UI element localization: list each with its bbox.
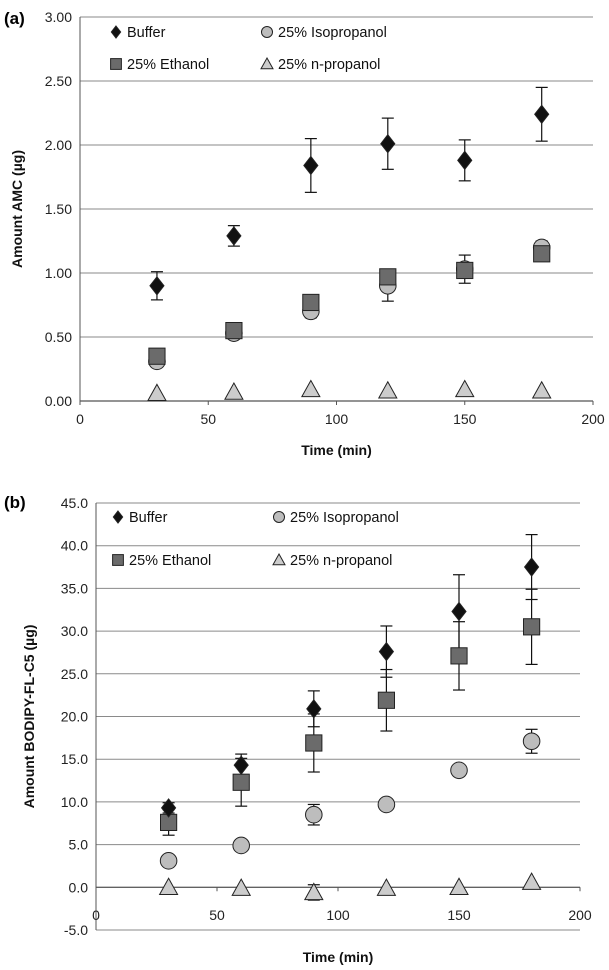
data-point-buffer xyxy=(378,641,395,662)
data-point-25-ethanol xyxy=(302,293,320,312)
y-tick-label: 15.0 xyxy=(61,751,88,767)
data-point-25-isopropanol xyxy=(159,852,178,870)
chart-panel-a: 0.00 0.50 1.00 1.50 2.00 2.50 3.00 0 50 100 150 200… xyxy=(0,0,609,480)
data-point-25-isopropanol xyxy=(450,761,468,780)
legend-label: Buffer xyxy=(127,25,166,41)
data-point-25-n-propanol xyxy=(377,380,398,399)
data-point-25-ethanol xyxy=(456,261,474,280)
legend-marker xyxy=(112,510,124,524)
x-axis-title: Time (min) xyxy=(303,949,374,965)
data-point-buffer xyxy=(233,755,249,775)
panel-label: (b) xyxy=(4,493,26,512)
data-point-25-ethanol xyxy=(232,773,250,791)
y-tick-label: 0.0 xyxy=(69,879,89,895)
chart-b-svg: -5.0 0.0 5.0 10.0 15.0 20.0 25.0 30.0 35.0 40.0 45… xyxy=(4,493,592,965)
x-tick-label: 150 xyxy=(447,907,471,923)
data-point-25-n-propanol xyxy=(449,877,469,895)
legend-label: 25% n-propanol xyxy=(278,57,380,73)
data-point-25-n-propanol xyxy=(231,878,252,896)
legend-marker xyxy=(260,25,274,39)
data-point-25-ethanol xyxy=(379,268,397,286)
data-point-25-ethanol xyxy=(148,347,166,365)
data-point-25-n-propanol xyxy=(158,877,179,895)
data-point-buffer xyxy=(534,104,550,125)
x-tick-label: 0 xyxy=(92,907,100,923)
y-tick-label: 0.50 xyxy=(45,329,72,345)
data-point-buffer xyxy=(451,601,467,622)
legend-label: 25% n-propanol xyxy=(290,553,392,569)
panel-label: (a) xyxy=(4,9,25,28)
legend-marker xyxy=(272,510,286,524)
legend: Buffer 25% Isopropanol 25% Ethanol 25% n-pr… xyxy=(110,25,387,73)
data-point-buffer xyxy=(160,798,177,818)
legend-marker xyxy=(260,56,274,70)
data-point-25-isopropanol xyxy=(377,795,396,814)
legend: Buffer 25% Isopropanol 25% Ethanol 25% n-pr… xyxy=(112,510,399,569)
data-point-25-ethanol xyxy=(533,245,551,263)
data-point-25-ethanol xyxy=(450,647,468,665)
legend-marker xyxy=(110,58,122,70)
legend-label: 25% Isopropanol xyxy=(278,25,387,41)
data-point-buffer xyxy=(226,226,242,246)
legend-marker xyxy=(110,25,122,39)
y-tick-label: 1.50 xyxy=(45,201,72,217)
legend-marker xyxy=(112,554,124,566)
x-tick-label: 50 xyxy=(209,907,225,923)
x-tick-label: 200 xyxy=(581,411,605,427)
data-point-25-n-propanol xyxy=(147,383,167,402)
y-tick-label: -5.0 xyxy=(64,922,88,938)
data-point-25-n-propanol xyxy=(303,882,324,901)
data-point-25-ethanol xyxy=(523,618,541,636)
data-point-25-n-propanol xyxy=(224,382,244,400)
y-tick-label: 45.0 xyxy=(61,495,88,511)
data-point-buffer xyxy=(303,155,319,176)
y-axis-title: Amount AMC (µg) xyxy=(9,150,25,268)
chart-panel-b: -5.0 0.0 5.0 10.0 15.0 20.0 25.0 30.0 35.0 40.0 45… xyxy=(0,482,609,970)
legend-label: 25% Ethanol xyxy=(129,553,211,569)
y-tick-label: 25.0 xyxy=(61,666,88,682)
data-point-buffer xyxy=(306,699,322,719)
x-tick-label: 0 xyxy=(76,411,84,427)
legend-marker xyxy=(272,552,286,566)
y-tick-label: 20.0 xyxy=(61,709,88,725)
data-point-buffer xyxy=(149,275,165,296)
y-axis-title: Amount BODIPY-FL-C5 (µg) xyxy=(21,625,37,809)
y-tick-label: 0.00 xyxy=(45,393,72,409)
y-tick-label: 5.0 xyxy=(69,837,89,853)
data-point-25-ethanol xyxy=(225,322,243,340)
y-tick-label: 2.00 xyxy=(45,137,72,153)
legend-label: Buffer xyxy=(129,510,168,526)
data-point-25-ethanol xyxy=(305,734,323,752)
y-tick-label: 10.0 xyxy=(61,794,88,810)
y-tick-label: 30.0 xyxy=(61,623,88,639)
data-point-25-n-propanol xyxy=(376,878,397,896)
y-tick-label: 1.00 xyxy=(45,265,72,281)
data-point-25-n-propanol xyxy=(521,872,542,890)
x-tick-label: 150 xyxy=(453,411,477,427)
legend-label: 25% Isopropanol xyxy=(290,510,399,526)
legend-label: 25% Ethanol xyxy=(127,57,209,73)
chart-a-svg: 0.00 0.50 1.00 1.50 2.00 2.50 3.00 0 50 100 150 200… xyxy=(4,9,605,458)
plot-group: 0.00 0.50 1.00 1.50 2.00 2.50 3.00 0 50 100 150 200… xyxy=(4,9,605,458)
y-tick-label: 40.0 xyxy=(61,538,88,554)
data-point-25-ethanol xyxy=(377,691,395,709)
y-tick-label: 35.0 xyxy=(61,580,88,596)
x-tick-label: 100 xyxy=(325,411,349,427)
data-point-buffer xyxy=(380,133,396,154)
data-point-25-isopropanol xyxy=(522,732,541,751)
x-axis-title: Time (min) xyxy=(301,442,372,458)
data-point-buffer xyxy=(457,150,473,171)
x-tick-label: 100 xyxy=(326,907,350,923)
data-point-buffer xyxy=(523,557,540,577)
y-tick-label: 2.50 xyxy=(45,73,72,89)
data-point-25-isopropanol xyxy=(305,805,323,824)
data-point-25-n-propanol xyxy=(454,379,475,398)
data-point-25-isopropanol xyxy=(232,836,250,855)
x-tick-label: 200 xyxy=(568,907,592,923)
data-point-25-n-propanol xyxy=(301,379,321,398)
plot-group: -5.0 0.0 5.0 10.0 15.0 20.0 25.0 30.0 35.0 40.0 45… xyxy=(4,493,592,965)
x-tick-label: 50 xyxy=(200,411,216,427)
y-tick-label: 3.00 xyxy=(45,9,72,25)
data-point-25-n-propanol xyxy=(531,380,552,399)
